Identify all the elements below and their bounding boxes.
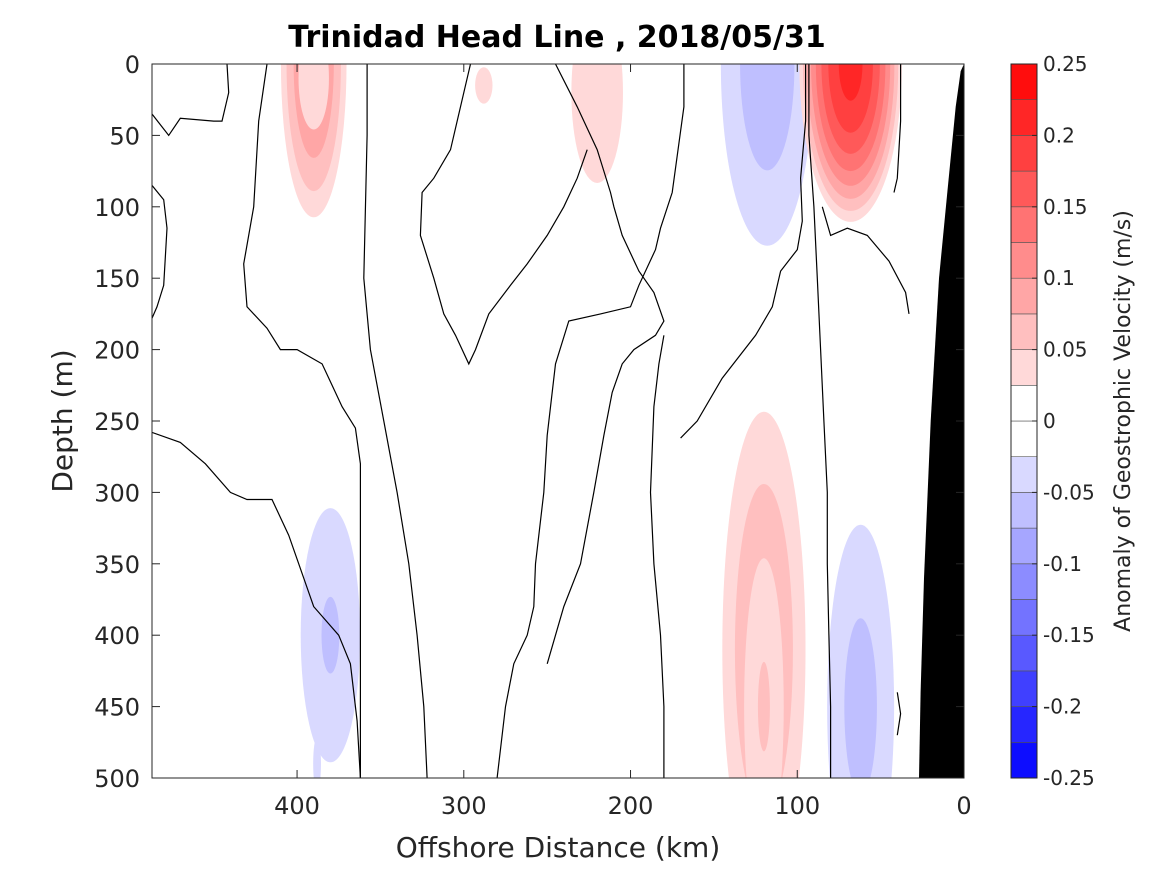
colorbar-band [1010,206,1038,243]
colorbar-band [1010,563,1038,600]
anomaly-band-4-1 [475,67,493,104]
zero-contour-0 [152,64,230,137]
x-tick-label: 400 [274,792,320,820]
colorbar-band [1010,670,1038,707]
y-tick-label: 0 [125,51,140,79]
anomaly-band-3-1 [313,737,321,778]
anomaly-band-5-1 [571,64,623,183]
anomaly-band-10-2 [757,661,770,752]
colorbar-tick-label: 0.15 [1043,195,1088,219]
colorbar-tick-label: -0.25 [1043,766,1095,790]
colorbar-band [1010,99,1038,136]
colorbar-tick-label: -0.05 [1043,480,1095,504]
colorbar-band [1010,242,1038,279]
zero-contour-13 [896,692,902,736]
colorbar-band [1010,456,1038,493]
y-tick-label: 350 [94,551,140,579]
y-tick-label: 250 [94,408,140,436]
y-axis: 0 50 100 150 200 250 300 350 400 450 500 [94,51,964,793]
colorbar-band [1010,170,1038,208]
colorbar-label: Anomaly of Geostrophic Velocity (m/s) [1111,210,1136,632]
y-tick-label: 400 [94,622,140,650]
zero-contour-6 [419,64,588,366]
anomaly-band-2-2 [321,596,340,674]
colorbar-band [1010,741,1038,779]
colorbar-tick-label: 0.25 [1043,52,1088,76]
zero-contour-8 [649,335,665,778]
x-axis: 400 300 200 100 0 [274,64,972,820]
x-tick-label: 200 [608,792,654,820]
zero-contour-10 [808,64,832,778]
colorbar-tick-label: -0.2 [1043,695,1082,719]
colorbar-band [1010,599,1038,636]
colorbar-tick-label: 0 [1043,409,1056,433]
land-mask [919,64,964,778]
colorbar-band [1010,313,1038,350]
colorbar-tick-label: 0.1 [1043,266,1075,290]
y-tick-label: 150 [94,265,140,293]
anomaly-layer [280,64,902,778]
colorbar-band [1010,420,1038,458]
zero-contour-4 [152,431,361,778]
plot-area [152,64,964,778]
colorbar-band [1010,277,1038,315]
anomaly-band-8-8 [838,64,863,101]
colorbar-band [1010,349,1038,386]
zero-contour-12 [821,206,910,314]
colorbar-band [1010,492,1038,529]
colorbar-tick-label: 0.05 [1043,338,1088,362]
y-tick-label: 450 [94,694,140,722]
zero-contour-7 [496,64,685,778]
chart-title: Trinidad Head Line , 2018/05/31 [288,20,825,55]
zero-contour-layer [152,64,910,778]
colorbar-band [1010,135,1038,172]
anomaly-band-11-2 [844,618,877,778]
x-tick-label: 100 [774,792,820,820]
x-axis-label: Offshore Distance (km) [396,831,721,864]
colorbar-tick-label: 0.2 [1043,123,1075,147]
y-tick-label: 500 [94,765,140,793]
colorbar-band [1010,63,1038,101]
colorbar-tick-label: -0.15 [1043,623,1095,647]
colorbar-band [1010,527,1038,565]
anomaly-band-1-1 [298,64,329,130]
zero-contour-11 [893,64,902,193]
anomaly-band-7-2 [740,64,795,171]
x-tick-label: 0 [956,792,971,820]
y-tick-label: 100 [94,194,140,222]
colorbar-tick-label: -0.1 [1043,552,1082,576]
colorbar-band [1010,706,1038,743]
zero-contour-2 [243,64,361,778]
zero-contour-5 [546,64,665,664]
zero-contour-9 [680,64,807,439]
colorbar-band [1010,634,1038,672]
x-tick-label: 300 [441,792,487,820]
zero-contour-3 [363,64,428,778]
colorbar: 0.25 0.2 0.15 0.1 0.05 0 -0.05 -0.1 -0.15 -0.2 -0.… [1010,52,1095,790]
zero-contour-1 [152,185,168,319]
y-tick-label: 300 [94,479,140,507]
y-tick-label: 200 [94,337,140,365]
y-axis-label: Depth (m) [46,349,79,492]
colorbar-band [1010,384,1038,422]
y-tick-label: 50 [109,122,140,150]
